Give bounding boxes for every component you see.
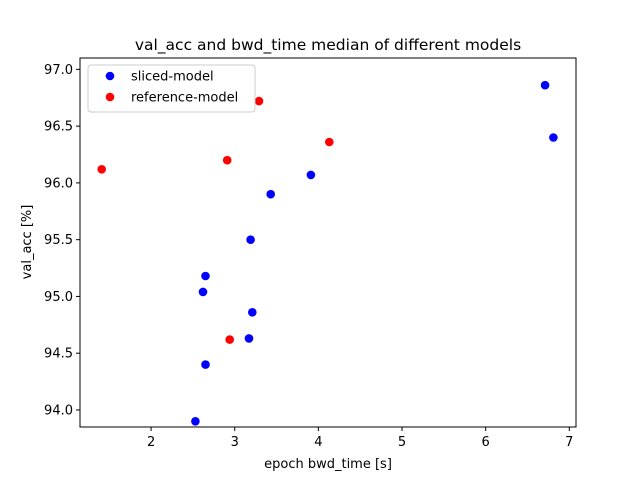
y-tick-label-94: 94.0 — [44, 403, 73, 418]
x-tick-label-5: 5 — [398, 435, 406, 450]
legend-label-reference-model: reference-model — [131, 91, 238, 106]
y-tick-label-96.5: 96.5 — [44, 120, 73, 135]
data-point-sliced-model-4 — [246, 235, 255, 244]
x-tick-label-3: 3 — [231, 435, 239, 450]
data-point-sliced-model-0 — [540, 80, 550, 90]
y-tick-label-94.5: 94.5 — [44, 347, 73, 362]
data-point-reference-model-2 — [222, 155, 232, 165]
y-tick-label-97: 97.0 — [44, 63, 73, 78]
data-point-sliced-model-2 — [306, 170, 316, 180]
data-point-sliced-model-1 — [549, 133, 558, 142]
chart-title: val_acc and bwd_time median of different… — [135, 36, 521, 55]
legend-label-sliced-model: sliced-model — [131, 70, 214, 85]
axes-frame — [79, 57, 577, 428]
x-tick-label-7: 7 — [565, 435, 573, 450]
legend-marker-reference-model — [105, 92, 115, 102]
data-point-reference-model-4 — [225, 335, 234, 344]
data-point-sliced-model-9 — [201, 360, 210, 369]
legend-frame — [87, 64, 256, 113]
data-point-reference-model-3 — [97, 165, 106, 174]
data-point-sliced-model-7 — [248, 308, 257, 317]
data-point-sliced-model-8 — [244, 334, 254, 343]
x-axis-label: epoch bwd_time [s] — [264, 457, 392, 472]
y-tick-label-95: 95.0 — [44, 290, 73, 305]
data-point-sliced-model-6 — [198, 287, 208, 297]
data-point-sliced-model-5 — [201, 271, 210, 281]
data-point-reference-model-1 — [325, 137, 334, 147]
legend-marker-sliced-model — [105, 71, 115, 81]
data-point-reference-model-0 — [254, 96, 264, 106]
y-axis-label: val_acc [%] — [20, 205, 35, 280]
x-tick-label-4: 4 — [314, 435, 322, 450]
x-tick-label-2: 2 — [147, 435, 155, 450]
legend: sliced-model reference-model — [87, 64, 256, 113]
data-point-sliced-model-3 — [266, 189, 276, 199]
y-tick-label-95.5: 95.5 — [44, 233, 73, 248]
data-point-sliced-model-10 — [191, 417, 200, 426]
y-tick-label-96: 96.0 — [44, 176, 73, 191]
x-tick-label-6: 6 — [482, 435, 490, 450]
plot-area: 2 3 4 5 6 7 94.0 94.5 95.0 95.5 96.0 96.5 97.0 — [44, 57, 577, 450]
